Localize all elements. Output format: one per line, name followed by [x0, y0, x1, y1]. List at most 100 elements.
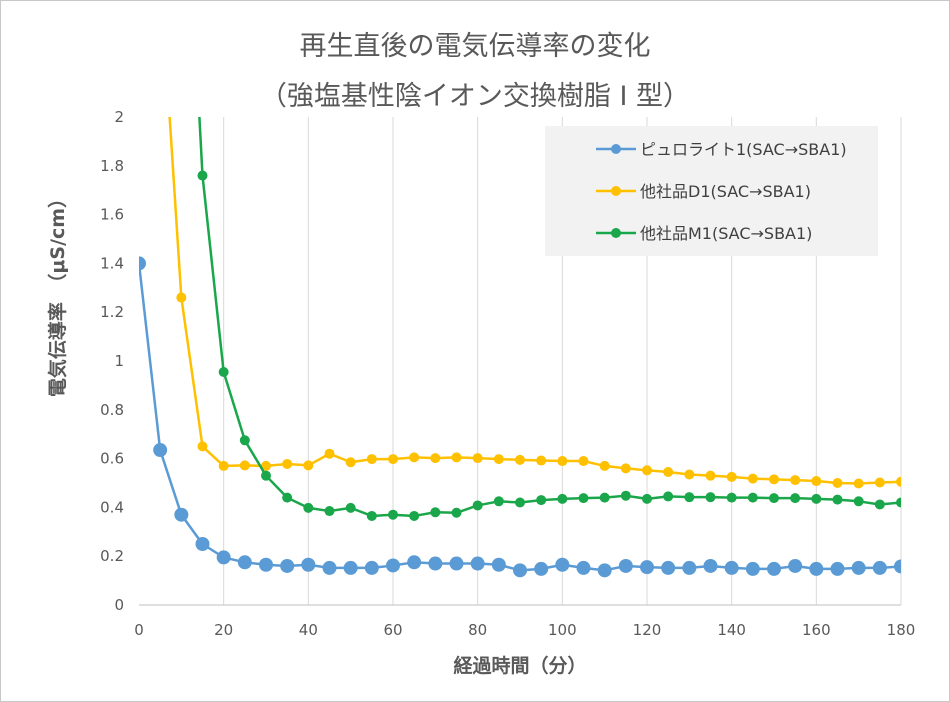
x-tick-label: 160	[802, 621, 831, 639]
data-point	[830, 561, 845, 576]
series-line	[198, 117, 901, 518]
data-point	[280, 558, 295, 573]
data-point	[261, 460, 271, 471]
data-point	[364, 560, 379, 575]
data-point	[726, 471, 737, 482]
data-point	[301, 557, 316, 572]
data-point	[853, 496, 864, 507]
data-point	[218, 366, 229, 377]
data-point	[576, 560, 591, 575]
legend-marker	[611, 228, 621, 238]
x-tick-label: 60	[383, 621, 402, 639]
data-point	[282, 458, 293, 469]
data-point	[832, 478, 843, 488]
data-point	[853, 478, 864, 489]
data-point	[388, 454, 398, 465]
data-point	[386, 558, 400, 573]
data-point	[769, 493, 779, 504]
y-tick-label: 1.8	[100, 157, 124, 175]
data-point	[684, 469, 695, 480]
data-point	[747, 473, 758, 484]
data-point	[513, 563, 527, 578]
data-point	[724, 560, 739, 575]
data-point	[324, 448, 335, 459]
data-point	[726, 492, 737, 503]
data-point	[874, 499, 885, 510]
data-point	[343, 560, 358, 575]
x-tick-label: 20	[214, 621, 233, 639]
data-point	[832, 494, 843, 505]
data-point	[139, 256, 146, 271]
data-point	[811, 493, 822, 504]
series-group	[168, 117, 901, 489]
data-point	[703, 558, 718, 573]
data-point	[640, 560, 654, 575]
y-tick-label: 1.4	[100, 254, 124, 272]
data-point	[620, 463, 631, 474]
data-point	[896, 497, 901, 508]
data-point	[261, 470, 271, 481]
data-point	[642, 493, 652, 504]
data-point	[661, 560, 676, 575]
data-point	[872, 560, 887, 575]
y-tick-label: 2	[114, 108, 124, 126]
data-point	[745, 561, 760, 576]
y-tick-label: 0.2	[100, 547, 124, 565]
x-axis-ticks: 0 20 40 60 80 100 120 140 160 180	[134, 621, 915, 639]
x-tick-label: 180	[887, 621, 916, 639]
chart-title: 再生直後の電気伝導率の変化	[299, 31, 651, 62]
data-point	[599, 460, 610, 471]
data-point	[176, 292, 187, 303]
data-point	[515, 454, 525, 465]
data-point	[153, 443, 168, 458]
x-tick-label: 80	[468, 621, 487, 639]
data-point	[493, 496, 504, 507]
data-point	[428, 556, 443, 571]
x-tick-label: 120	[633, 621, 662, 639]
data-point	[557, 493, 568, 504]
legend-marker	[611, 144, 621, 154]
data-point	[536, 455, 547, 466]
series-group	[197, 117, 901, 521]
series-line	[139, 263, 901, 572]
data-point	[874, 477, 885, 488]
data-point	[237, 555, 252, 570]
data-point	[451, 452, 462, 463]
y-tick-label: 0.6	[100, 450, 124, 468]
data-point	[197, 170, 208, 181]
legend-marker	[611, 186, 621, 196]
x-axis-title: 経過時間（分）	[453, 654, 586, 677]
data-point	[534, 561, 549, 576]
data-point	[174, 507, 189, 522]
data-point	[218, 460, 229, 471]
data-point	[555, 557, 570, 572]
data-point	[366, 454, 377, 465]
data-point	[322, 560, 337, 575]
data-point	[239, 460, 250, 471]
data-point	[578, 493, 589, 504]
x-tick-label: 100	[548, 621, 577, 639]
data-point	[430, 507, 441, 518]
data-point	[303, 460, 314, 471]
legend-label: 他社品M1(SAC→SBA1)	[640, 224, 812, 243]
data-point	[705, 470, 716, 481]
data-point	[809, 561, 824, 576]
series-group	[139, 256, 901, 578]
legend-label: 他社品D1(SAC→SBA1)	[640, 182, 811, 201]
y-axis-ticks: 0 0.2 0.4 0.6 0.8 1 1.2 1.4 1.6 1.8 2	[100, 108, 124, 614]
data-point	[618, 558, 633, 573]
data-point	[684, 492, 695, 503]
legend-label: ピュロライト1(SAC→SBA1)	[640, 140, 847, 159]
data-point	[790, 493, 801, 504]
data-point	[767, 561, 781, 576]
data-point	[620, 490, 631, 501]
data-point	[493, 454, 504, 465]
data-point	[578, 456, 589, 467]
data-point	[449, 556, 464, 571]
data-point	[747, 492, 758, 503]
data-point	[472, 500, 483, 511]
data-point	[788, 558, 803, 573]
data-point	[894, 559, 901, 574]
x-tick-label: 40	[299, 621, 318, 639]
